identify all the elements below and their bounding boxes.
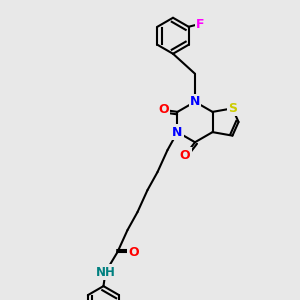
- Text: N: N: [172, 126, 183, 139]
- Text: O: O: [128, 246, 139, 259]
- Text: S: S: [228, 102, 237, 115]
- Text: F: F: [196, 18, 205, 31]
- Text: O: O: [180, 149, 190, 162]
- Text: O: O: [158, 103, 169, 116]
- Text: N: N: [190, 95, 200, 108]
- Text: NH: NH: [95, 266, 116, 279]
